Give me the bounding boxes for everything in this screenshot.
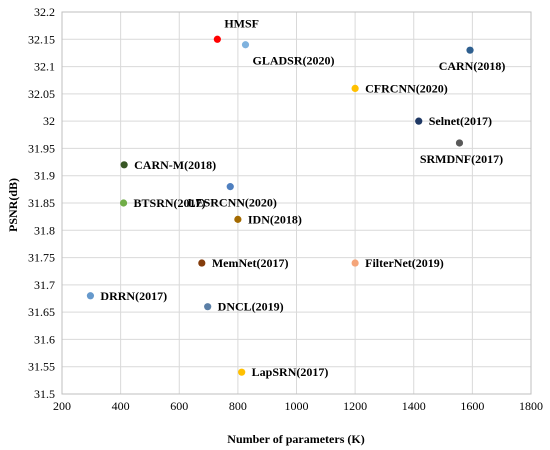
y-tick-label: 32.1 [34, 60, 55, 74]
data-point-label: DNCL(2019) [218, 300, 284, 314]
y-axis-title: PSNR(dB) [6, 178, 20, 232]
data-point-label: DRRN(2017) [100, 289, 167, 303]
x-axis-tick-labels: 200 400 600 800 1000 1200 1400 1600 1800 [53, 399, 543, 413]
data-point [455, 139, 464, 147]
data-point [213, 35, 221, 43]
x-tick-label: 600 [170, 399, 188, 413]
y-tick-label: 31.5 [34, 387, 55, 401]
y-tick-label: 31.55 [28, 360, 55, 374]
data-point-label: Selnet(2017) [429, 114, 492, 128]
x-tick-label: 1400 [402, 399, 426, 413]
data-point-label: LESRCNN(2020) [188, 196, 277, 210]
data-point-label: FilterNet(2019) [365, 256, 444, 270]
y-tick-label: 32.2 [34, 5, 55, 19]
data-point [86, 292, 95, 300]
data-point-label: GLADSR(2020) [252, 54, 334, 68]
x-tick-label: 400 [112, 399, 130, 413]
data-point [351, 84, 359, 92]
x-tick-label: 800 [229, 399, 247, 413]
y-tick-label: 31.75 [28, 251, 55, 265]
x-tick-label: 1200 [343, 399, 367, 413]
y-tick-label: 31.65 [28, 305, 55, 319]
data-point-label: LapSRN(2017) [252, 365, 329, 379]
data-point [234, 215, 242, 223]
y-tick-label: 31.95 [28, 141, 55, 155]
data-point [120, 161, 128, 169]
y-tick-label: 32.05 [28, 87, 55, 101]
data-points [86, 35, 474, 376]
data-point [415, 117, 423, 125]
data-point-label: MemNet(2017) [212, 256, 289, 270]
y-tick-label: 31.6 [34, 332, 55, 346]
x-tick-label: 200 [53, 399, 71, 413]
y-tick-label: 31.7 [34, 278, 55, 292]
data-point-label: HMSF [224, 16, 259, 30]
data-point-labels: HMSF GLADSR(2020) CARN(2018) CFRCNN(2020) Se… [100, 16, 505, 379]
data-point [198, 259, 206, 267]
y-tick-label: 32.15 [28, 32, 55, 46]
x-tick-label: 1000 [285, 399, 309, 413]
x-tick-label: 1600 [460, 399, 484, 413]
data-point-label: IDN(2018) [248, 212, 302, 226]
x-axis-title: Number of parameters (K) [227, 432, 364, 446]
data-point-label: SRMDNF(2017) [420, 152, 503, 166]
y-tick-label: 31.8 [34, 223, 55, 237]
data-point-label: CFRCNN(2020) [365, 81, 448, 95]
y-axis-tick-labels: 31.5 31.55 31.6 31.65 31.7 31.75 31.8 31.85 31.9… [28, 5, 55, 401]
data-point [241, 41, 250, 49]
y-tick-label: 32 [43, 114, 55, 128]
data-point [466, 46, 474, 54]
data-point-label: CARN(2018) [439, 59, 506, 73]
y-tick-label: 31.9 [34, 169, 55, 183]
data-point [119, 199, 128, 207]
y-tick-label: 31.85 [28, 196, 55, 210]
data-point [238, 368, 246, 376]
data-point-label: CARN-M(2018) [134, 158, 216, 172]
plot-area-border [61, 11, 532, 395]
data-point [226, 183, 234, 191]
x-tick-label: 1800 [519, 399, 543, 413]
data-point-label: BTSRN(2017) [134, 196, 206, 210]
data-point [351, 259, 359, 267]
data-point [204, 303, 212, 311]
